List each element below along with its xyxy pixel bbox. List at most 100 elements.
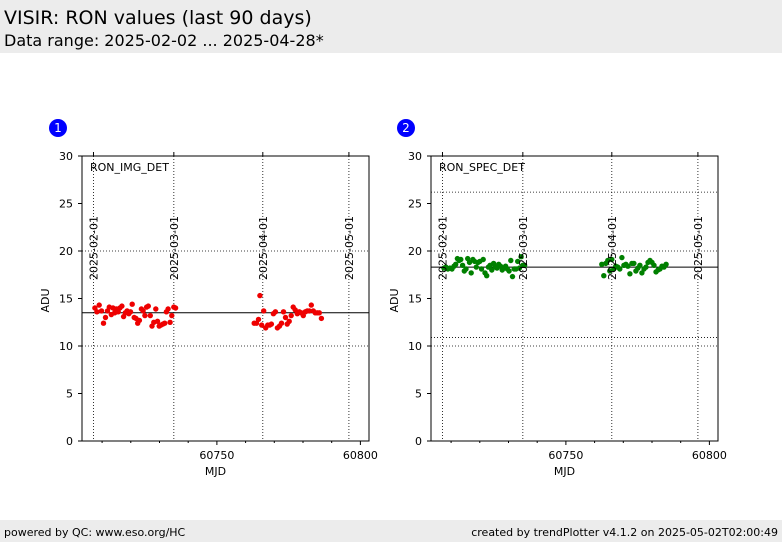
data-point	[100, 320, 107, 326]
panel-badge	[49, 119, 67, 137]
data-point	[154, 318, 161, 324]
data-point	[459, 262, 466, 268]
date-tick-label: 2025-04-01	[606, 216, 619, 280]
y-tick-label: 5	[66, 388, 73, 401]
data-point	[272, 309, 279, 315]
data-point	[316, 310, 322, 316]
data-point	[651, 262, 657, 268]
data-point	[484, 273, 490, 279]
date-tick-label: 2025-03-01	[517, 216, 530, 280]
data-point	[286, 318, 292, 324]
data-point	[162, 320, 168, 326]
data-point	[607, 268, 613, 274]
header-bar: VISIR: RON values (last 90 days) Data ra…	[0, 0, 782, 53]
data-point	[255, 316, 262, 323]
plot-frame	[81, 155, 370, 442]
chart-panel-2: 0 5 10 15 20 25 30 60750 60800 2025-02-01 2025-03-…	[388, 119, 727, 478]
plot-frame	[430, 155, 719, 442]
data-point	[169, 312, 175, 319]
y-tick-label: 30	[59, 150, 73, 163]
data-point	[167, 319, 173, 325]
data-point	[280, 309, 287, 315]
chart-panel-1: 0 5 10 15 20 25 30 60750 60800 2025-02-01 2025-03-…	[39, 119, 378, 478]
data-point	[637, 262, 643, 268]
data-point	[278, 320, 285, 326]
data-point	[96, 302, 102, 308]
data-point	[282, 314, 289, 321]
data-point	[473, 264, 479, 270]
data-point	[145, 303, 151, 309]
data-point	[521, 262, 528, 268]
data-point	[259, 322, 265, 328]
y-tick-label: 20	[408, 245, 422, 258]
data-point	[627, 271, 633, 277]
date-tick-label: 2025-02-01	[437, 216, 450, 280]
x-axis-label: MJD	[205, 465, 226, 478]
data-point	[257, 292, 263, 299]
data-point	[140, 308, 146, 314]
footer-generator: created by trendPlotter v4.1.2 on 2025-0…	[471, 526, 778, 539]
data-point	[518, 254, 524, 260]
y-tick-label: 15	[59, 293, 73, 306]
y-tick-label: 0	[415, 435, 422, 448]
date-tick-label: 2025-02-01	[88, 216, 101, 280]
data-point	[165, 306, 171, 312]
data-point	[508, 257, 514, 264]
data-point	[631, 260, 637, 267]
footer-credit[interactable]: powered by QC: www.eso.org/HC	[4, 526, 186, 539]
data-point	[268, 321, 275, 327]
data-point	[172, 305, 179, 311]
y-tick-label: 20	[59, 245, 73, 258]
data-point	[98, 308, 105, 314]
data-point	[625, 263, 631, 269]
data-point	[308, 302, 314, 308]
data-point	[153, 306, 159, 312]
data-point	[119, 303, 125, 309]
y-tick-label: 30	[408, 150, 422, 163]
panel-badge-number: 1	[54, 121, 62, 135]
x-tick-label: 60800	[343, 449, 378, 462]
x-axis-label: MJD	[554, 465, 575, 478]
data-point	[142, 312, 148, 319]
y-tick-label: 15	[408, 293, 422, 306]
y-tick-label: 5	[415, 388, 422, 401]
page-subtitle: Data range: 2025-02-02 ... 2025-04-28*	[4, 31, 324, 50]
data-point	[129, 301, 135, 307]
y-tick-label: 25	[408, 198, 422, 211]
data-point	[643, 264, 649, 270]
data-point	[288, 312, 294, 319]
panel-badge	[397, 119, 415, 137]
data-point	[306, 308, 312, 314]
date-tick-label: 2025-05-01	[343, 216, 356, 280]
date-tick-label: 2025-04-01	[257, 216, 270, 280]
x-tick-label: 60750	[548, 449, 583, 462]
date-tick-label: 2025-05-01	[692, 216, 705, 280]
data-point	[663, 261, 669, 267]
data-point	[453, 261, 459, 267]
data-point	[515, 258, 521, 265]
data-point	[136, 317, 143, 324]
y-axis-label: ADU	[39, 288, 52, 312]
data-point	[102, 314, 109, 321]
data-point	[601, 273, 607, 279]
data-point	[94, 309, 100, 315]
panel-label: RON_SPEC_DET	[439, 161, 525, 174]
data-point	[458, 256, 464, 263]
data-point	[509, 273, 516, 280]
y-axis-label: ADU	[388, 288, 401, 312]
data-point	[127, 309, 134, 315]
y-tick-label: 10	[408, 340, 422, 353]
data-point	[147, 312, 153, 319]
data-point	[609, 256, 615, 263]
data-point	[463, 266, 469, 272]
data-point	[318, 315, 325, 322]
page-title: VISIR: RON values (last 90 days)	[4, 7, 312, 29]
panel-label: RON_IMG_DET	[90, 161, 169, 174]
data-point	[480, 256, 486, 263]
data-point	[478, 266, 485, 272]
data-point	[261, 308, 267, 314]
panel-badge-number: 2	[402, 121, 410, 135]
footer-bar: powered by QC: www.eso.org/HC created by…	[0, 520, 782, 542]
x-tick-label: 60750	[199, 449, 234, 462]
